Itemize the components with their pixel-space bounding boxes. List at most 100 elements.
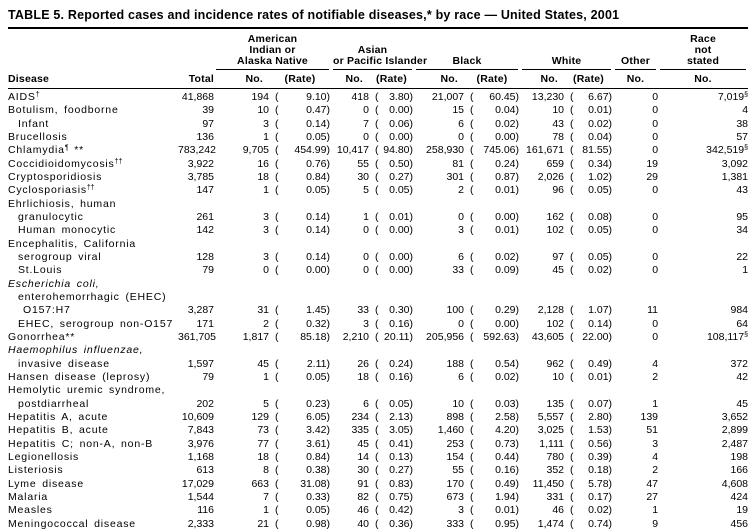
cell-black-rate: (0.00) xyxy=(464,211,520,224)
table-row: Coccidioidomycosis†† 3,922 16(0.76) 55(0.50… xyxy=(8,158,748,171)
cell-api-no: 1 xyxy=(363,210,369,223)
cell-api-no: 46 xyxy=(357,504,369,517)
disease-label: granulocytic xyxy=(18,210,84,223)
footnote-marker: § xyxy=(744,144,749,152)
cell-race-not-stated-no: 1,381 xyxy=(721,170,749,183)
disease-label: invasive disease xyxy=(18,357,110,370)
cell-white-rate: (0.17) xyxy=(564,491,613,504)
table-row: Hepatitis B, acute 7,843 73(3.42) 335(3.05)… xyxy=(8,424,748,437)
group-header-label: Asian or Pacific Islander xyxy=(333,45,427,70)
rate-open-paren: ( xyxy=(470,490,474,503)
cell-black-no: 100 xyxy=(446,304,465,317)
disease-label: Hemolytic uremic syndrome, xyxy=(8,384,166,397)
table-row: Cyclosporiasis†† 147 1(0.05) 5(0.05) 2(0.01)… xyxy=(8,184,748,197)
column-header: No. xyxy=(520,71,565,89)
rate-open-paren: ( xyxy=(375,517,379,529)
cell-api-no: 10,417 xyxy=(336,144,369,157)
cell-white-rate: (0.39) xyxy=(564,451,613,464)
cell-race-not-stated-no xyxy=(658,238,748,251)
disease-label: Measles xyxy=(8,504,53,517)
cell-total: 97 xyxy=(202,117,214,130)
cell-aian-rate xyxy=(269,344,331,357)
rate-open-paren: ( xyxy=(275,157,279,170)
cell-total: 147 xyxy=(196,184,214,197)
cell-total: 202 xyxy=(196,397,214,410)
cell-black-rate: (0.02) xyxy=(464,118,520,131)
table-row: Cryptosporidiosis 3,785 18(0.84) 30(0.27) 30… xyxy=(8,171,748,184)
rate-open-paren: ( xyxy=(375,490,379,503)
rate-open-paren: ( xyxy=(570,477,574,490)
rate-open-paren: ( xyxy=(470,410,474,423)
cell-white-no: 135 xyxy=(546,397,565,410)
cell-aian-no: 663 xyxy=(251,477,269,490)
disease-label: Meningococcal disease xyxy=(8,517,136,529)
cell-black-no xyxy=(414,344,464,357)
rate-open-paren: ( xyxy=(275,224,279,237)
cell-aian-rate: (0.23) xyxy=(269,398,331,411)
cell-other-no: 29 xyxy=(646,170,659,183)
cell-aian-rate xyxy=(269,384,331,397)
cell-api-rate xyxy=(369,384,414,397)
cell-race-not-stated-no: 3,652 xyxy=(721,410,749,423)
rate-open-paren: ( xyxy=(470,450,474,463)
cell-api-no: 2,210 xyxy=(342,330,369,343)
rate-open-paren: ( xyxy=(470,424,474,437)
rate-open-paren: ( xyxy=(570,370,574,383)
rate-open-paren: ( xyxy=(470,477,474,490)
rate-open-paren: ( xyxy=(275,330,279,343)
cell-aian-no: 1,817 xyxy=(242,330,269,343)
disease-label: Listeriosis xyxy=(8,464,64,477)
cell-white-no: 10 xyxy=(552,104,565,117)
cell-black-rate xyxy=(464,238,520,251)
cell-other-no: 0 xyxy=(652,250,659,263)
cell-total: 261 xyxy=(196,210,214,223)
cell-aian-no: 18 xyxy=(257,170,269,183)
cell-black-rate: (1.94) xyxy=(464,491,520,504)
cell-aian-no: 73 xyxy=(257,424,269,437)
rate-open-paren: ( xyxy=(375,184,379,197)
cell-black-no xyxy=(414,384,464,397)
cell-black-rate: (0.09) xyxy=(464,264,520,277)
cell-black-no: 81 xyxy=(452,157,465,170)
cell-race-not-stated-no: 342,519§ xyxy=(706,144,749,157)
disease-label: O157:H7 xyxy=(23,304,71,317)
cell-white-rate: (0.05) xyxy=(564,224,613,237)
cell-aian-no: 194 xyxy=(251,91,269,103)
cell-other-no: 2 xyxy=(652,370,659,383)
disease-label: Lyme disease xyxy=(8,477,84,490)
cell-api-no: 0 xyxy=(363,224,369,237)
cell-aian-rate: (0.14) xyxy=(269,224,331,237)
rate-open-paren: ( xyxy=(275,91,279,103)
cell-race-not-stated-no: 984 xyxy=(730,304,749,317)
cell-black-rate: (0.73) xyxy=(464,438,520,451)
cell-total: 2,333 xyxy=(187,517,214,529)
cell-white-no: 780 xyxy=(546,450,565,463)
column-header: No. xyxy=(331,71,369,89)
cell-total: 1,168 xyxy=(187,450,214,463)
cell-race-not-stated-no: 424 xyxy=(730,490,749,503)
rate-open-paren: ( xyxy=(275,184,279,197)
cell-black-no: 170 xyxy=(446,477,465,490)
cell-aian-no xyxy=(214,278,269,291)
cell-api-no: 91 xyxy=(357,477,369,490)
cell-white-rate xyxy=(564,198,613,211)
cell-black-no xyxy=(414,278,464,291)
cell-aian-no xyxy=(214,291,269,304)
cell-white-rate: (0.14) xyxy=(564,318,613,331)
disease-label: Botulism, foodborne xyxy=(8,104,119,117)
cell-other-no: 0 xyxy=(652,317,659,330)
disease-label: Hepatitis B, acute xyxy=(8,424,109,437)
cell-other-no: 1 xyxy=(652,397,659,410)
rate-open-paren: ( xyxy=(470,437,474,450)
cell-black-rate: (4.20) xyxy=(464,424,520,437)
table-row: Listeriosis 613 8(0.38) 30(0.27) 55(0.16) 352… xyxy=(8,464,748,477)
cell-api-no: 7 xyxy=(363,117,369,130)
cell-aian-rate: (0.84) xyxy=(269,451,331,464)
cell-black-no: 205,956 xyxy=(426,330,465,343)
rate-open-paren: ( xyxy=(275,130,279,143)
cell-api-no: 0 xyxy=(363,264,369,277)
cell-white-rate: (81.55) xyxy=(564,144,613,157)
cell-other-no xyxy=(613,384,658,397)
table-row: granulocytic 261 3(0.14) 1(0.01) 0(0.00) 162(… xyxy=(8,211,748,224)
